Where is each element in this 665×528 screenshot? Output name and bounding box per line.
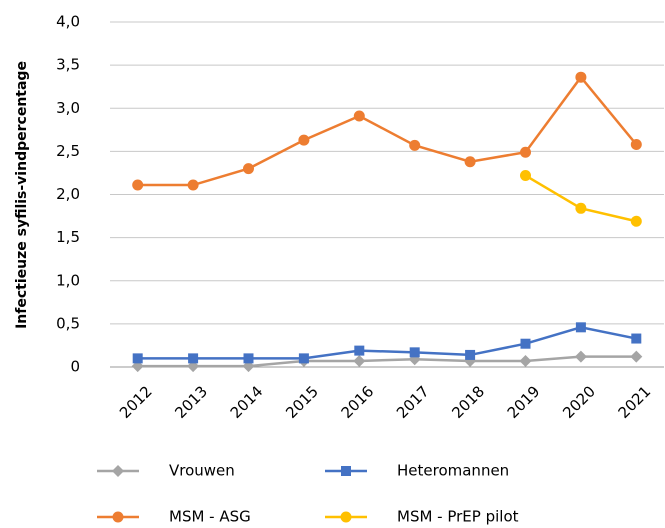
- series-line: [137, 326, 637, 360]
- data-point: [188, 353, 199, 364]
- data-point: [353, 110, 365, 122]
- y-tick-label: 3,5: [56, 56, 80, 74]
- y-tick-label: 0,5: [56, 314, 80, 332]
- x-tick-label: 2017: [393, 382, 433, 422]
- data-point: [520, 170, 531, 182]
- data-point: [575, 202, 587, 214]
- y-axis-label: Infectieuze syfilis-vindpercentage: [14, 61, 30, 329]
- y-tick-label: 0: [70, 358, 80, 376]
- data-point: [520, 338, 531, 349]
- legend-label: MSM - ASG: [169, 508, 251, 526]
- x-tick-label: 2016: [338, 382, 378, 422]
- data-point: [575, 71, 587, 83]
- data-point: [630, 215, 642, 227]
- x-tick-label: 2012: [116, 382, 156, 422]
- series-line: [524, 174, 637, 223]
- data-point: [631, 333, 642, 344]
- data-point: [630, 138, 642, 150]
- data-point: [353, 354, 366, 367]
- data-point: [132, 179, 144, 191]
- series-line: [137, 355, 637, 368]
- data-point: [298, 134, 310, 146]
- y-tick-label: 2,0: [56, 185, 80, 203]
- data-point: [465, 349, 476, 360]
- x-tick-label: 2018: [448, 382, 488, 422]
- y-tick-label: 1,0: [56, 271, 80, 289]
- legend-marker: [341, 466, 351, 476]
- data-point: [409, 139, 421, 151]
- y-tick-label: 3,0: [56, 99, 80, 117]
- x-tick-label: 2020: [559, 382, 599, 422]
- data-point: [409, 347, 420, 358]
- legend-marker: [112, 511, 124, 523]
- data-point: [243, 353, 254, 364]
- x-tick-label: 2015: [282, 382, 322, 422]
- legend-marker: [340, 511, 352, 523]
- data-point: [464, 156, 476, 168]
- data-point: [187, 179, 199, 191]
- data-point: [243, 163, 254, 175]
- data-point: [132, 353, 143, 364]
- data-point: [298, 353, 309, 364]
- y-tick-label: 4,0: [56, 13, 80, 31]
- legend-label: MSM - PrEP pilot: [397, 508, 519, 526]
- data-point: [630, 350, 643, 363]
- x-tick-label: 2013: [171, 382, 211, 422]
- y-tick-label: 1,5: [56, 228, 80, 246]
- data-point: [574, 350, 587, 363]
- x-tick-label: 2019: [504, 382, 544, 422]
- legend-marker: [112, 465, 124, 477]
- legend-label: Heteromannen: [397, 462, 509, 480]
- legend-label: Vrouwen: [169, 462, 235, 480]
- series-line: [137, 75, 638, 187]
- data-point: [575, 322, 586, 333]
- data-point: [519, 354, 532, 367]
- y-tick-label: 2,5: [56, 142, 80, 160]
- data-point: [520, 146, 531, 158]
- x-tick-label: 2014: [227, 382, 267, 422]
- data-point: [354, 345, 365, 356]
- x-tick-label: 2021: [615, 382, 655, 422]
